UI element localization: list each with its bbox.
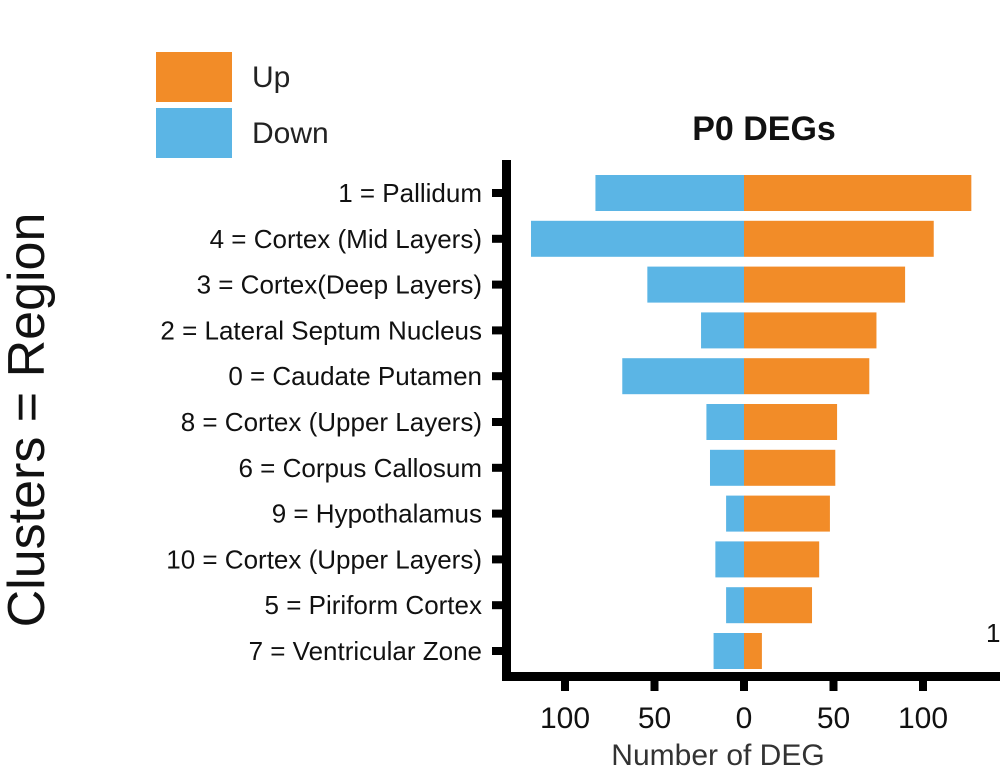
bar-down <box>713 633 744 669</box>
bar-down <box>709 449 744 486</box>
x-tick-mark <box>740 677 748 691</box>
y-tick-mark <box>492 555 506 564</box>
legend-label-up: Up <box>252 61 290 94</box>
y-axis-title: Clusters = Region <box>0 213 56 628</box>
bar-up <box>744 175 972 211</box>
x-tick-mark <box>561 677 569 691</box>
chart-title: P0 DEGs <box>692 110 836 148</box>
legend-label-down: Down <box>252 117 329 150</box>
legend-swatch-up <box>156 52 232 102</box>
bar-down <box>647 266 744 303</box>
category-labels: 1 = Pallidum 4 = Cortex (Mid Layers) 3 = C… <box>160 178 482 666</box>
y-axis-line <box>502 160 511 676</box>
bar-up <box>744 358 870 395</box>
bar-up <box>744 449 836 486</box>
x-tick-group: 100 50 0 50 100 <box>540 677 948 735</box>
x-tick-label: 50 <box>817 702 850 735</box>
y-tick-mark <box>492 509 506 518</box>
y-tick-mark <box>492 234 506 243</box>
y-tick-mark <box>492 647 506 655</box>
bar-up <box>744 312 877 349</box>
category-label: 9 = Hypothalamus <box>272 499 482 529</box>
legend-swatch-down <box>156 108 232 158</box>
y-tick-mark <box>492 418 506 426</box>
x-tick-label: 0 <box>736 702 753 735</box>
x-tick-label: 100 <box>540 702 590 735</box>
y-tick-mark <box>492 601 506 610</box>
legend: Up Down <box>156 52 329 158</box>
category-label: 5 = Piriform Cortex <box>265 590 482 620</box>
bar-up <box>744 541 820 578</box>
bar-down <box>715 541 744 578</box>
y-tick-mark <box>492 189 506 197</box>
category-label: 4 = Cortex (Mid Layers) <box>210 224 482 254</box>
bars-group <box>530 175 972 669</box>
bar-down <box>595 175 744 211</box>
bar-down <box>726 495 744 532</box>
category-label: 7 = Ventricular Zone <box>249 636 482 666</box>
y-tick-mark <box>492 463 506 472</box>
category-label: 8 = Cortex (Upper Layers) <box>181 407 482 437</box>
category-label: 1 = Pallidum <box>338 178 482 208</box>
bar-up <box>744 633 762 669</box>
bar-up <box>744 220 934 257</box>
x-tick-mark <box>650 677 659 691</box>
category-label: 6 = Corpus Callosum <box>239 453 483 483</box>
category-label: 10 = Cortex (Upper Layers) <box>166 544 482 574</box>
axes-group <box>492 160 1000 681</box>
y-tick-mark <box>492 372 506 381</box>
x-axis-title: Number of DEG <box>611 739 824 772</box>
bar-up <box>744 404 838 440</box>
category-label: 2 = Lateral Septum Nucleus <box>160 315 482 345</box>
category-label: 0 = Caudate Putamen <box>228 361 482 391</box>
y-tick-mark <box>492 326 506 335</box>
bar-down <box>706 404 744 440</box>
x-tick-label: 50 <box>638 702 671 735</box>
bar-up <box>744 266 906 303</box>
bar-down <box>701 312 744 349</box>
bar-down <box>726 587 744 624</box>
x-tick-label: 100 <box>898 702 948 735</box>
corner-note: 1 <box>986 618 1000 648</box>
x-axis-line <box>502 672 1000 681</box>
x-tick-mark <box>919 677 927 691</box>
y-tick-mark <box>492 280 506 289</box>
category-label: 3 = Cortex(Deep Layers) <box>197 270 482 300</box>
bar-up <box>744 495 830 532</box>
bar-up <box>744 587 813 624</box>
x-tick-mark <box>829 677 838 691</box>
bar-down <box>530 220 744 257</box>
bar-down <box>622 358 744 395</box>
